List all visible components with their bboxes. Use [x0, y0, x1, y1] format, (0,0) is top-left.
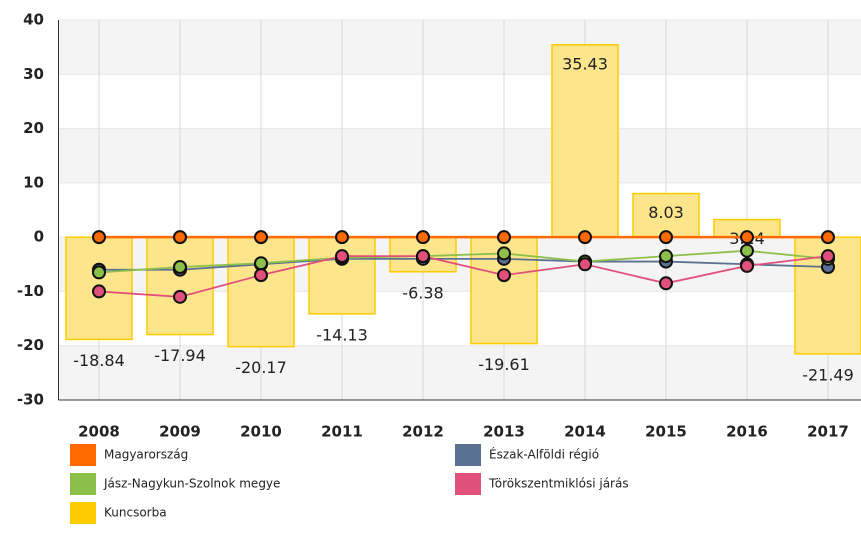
- x-tick-label: 2014: [564, 423, 606, 441]
- marker: [497, 268, 511, 283]
- y-tick-label: -30: [17, 391, 44, 409]
- y-tick-label: -10: [17, 282, 44, 300]
- marker: [659, 276, 673, 291]
- marker: [254, 268, 268, 283]
- marker: [416, 249, 430, 264]
- value-label: -20.17: [235, 358, 287, 377]
- legend-swatch: [70, 502, 96, 524]
- value-label: -14.13: [316, 325, 368, 344]
- marker: [254, 256, 268, 271]
- marker: [821, 249, 835, 264]
- value-label: -19.61: [478, 355, 530, 374]
- line: [98, 255, 829, 298]
- marker: [821, 230, 835, 245]
- marker: [335, 230, 349, 245]
- legend-label: Jász-Nagykun-Szolnok megye: [103, 477, 280, 491]
- legend-swatch: [455, 473, 481, 495]
- y-tick-label: 20: [23, 119, 44, 137]
- value-label: 8.03: [648, 203, 684, 222]
- value-label: 35.43: [562, 54, 608, 73]
- marker: [497, 246, 511, 261]
- marker: [578, 257, 592, 272]
- legend-swatch: [70, 473, 96, 495]
- y-tick-label: 0: [34, 228, 44, 246]
- x-tick-label: 2015: [645, 423, 687, 441]
- marker: [578, 230, 592, 245]
- value-label: -21.49: [802, 365, 854, 384]
- x-tick-label: 2009: [159, 423, 201, 441]
- y-tick-label: 40: [23, 11, 44, 29]
- marker: [173, 260, 187, 274]
- marker: [92, 265, 106, 280]
- grid-band: [58, 345, 861, 400]
- value-label: -18.84: [73, 351, 125, 370]
- x-tick-label: 2008: [78, 423, 120, 441]
- line: [98, 249, 829, 274]
- legend-label: Törökszentmiklósi járás: [488, 477, 629, 491]
- marker: [173, 289, 187, 304]
- x-tick-label: 2016: [726, 423, 768, 441]
- value-label: -17.94: [154, 346, 206, 365]
- grid-band: [58, 20, 861, 75]
- bar: [308, 236, 376, 315]
- marker: [740, 243, 754, 258]
- x-tick-label: 2010: [240, 423, 282, 441]
- marker: [740, 258, 754, 273]
- y-tick-label: -20: [17, 336, 44, 354]
- marker: [659, 249, 673, 264]
- legend-swatch: [455, 444, 481, 466]
- x-tick-label: 2013: [483, 423, 525, 441]
- line: [99, 257, 829, 271]
- marker: [416, 230, 430, 245]
- bar: [146, 236, 214, 336]
- value-label: -6.38: [402, 283, 443, 302]
- marker: [254, 230, 268, 245]
- legend-label: Magyarország: [104, 448, 188, 462]
- marker: [740, 230, 754, 245]
- legend-label: Észak-Alföldi régió: [489, 447, 599, 462]
- x-tick-label: 2017: [807, 423, 849, 441]
- x-tick-label: 2012: [402, 423, 444, 441]
- bar: [227, 236, 295, 348]
- bar: [632, 192, 700, 238]
- y-tick-label: 30: [23, 65, 44, 83]
- marker: [659, 230, 673, 245]
- marker: [92, 230, 106, 245]
- marker: [92, 284, 106, 299]
- marker: [335, 249, 349, 264]
- x-tick-label: 2011: [321, 423, 363, 441]
- legend-label: Kuncsorba: [104, 506, 167, 520]
- bar: [551, 44, 619, 238]
- marker: [173, 230, 187, 245]
- marker: [497, 230, 511, 245]
- y-tick-label: 10: [23, 173, 44, 191]
- legend-swatch: [70, 444, 96, 466]
- grid-band: [58, 128, 861, 183]
